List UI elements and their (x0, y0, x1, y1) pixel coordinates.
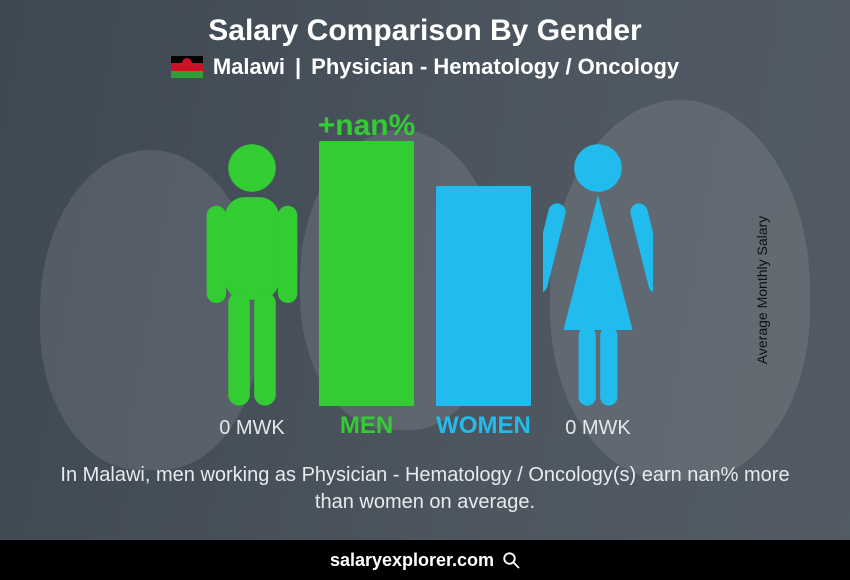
women-bar (436, 186, 531, 406)
page-title: Salary Comparison By Gender (0, 0, 850, 48)
subtitle: Malawi | Physician - Hematology / Oncolo… (0, 54, 850, 80)
gender-salary-chart: 0 MWK +nan% MEN WOMEN 0 MWK (90, 105, 760, 440)
woman-icon (543, 141, 653, 411)
delta-label: +nan% (318, 109, 416, 143)
footer-bar: salaryexplorer.com (0, 540, 850, 580)
flag-stripe-mid (171, 63, 203, 70)
men-salary-value: 0 MWK (219, 417, 285, 440)
women-bar-col: WOMEN (436, 186, 531, 440)
footer-text: salaryexplorer.com (330, 550, 494, 571)
men-category-label: MEN (340, 412, 393, 440)
men-bar-col: +nan% MEN (319, 141, 414, 440)
separator: | (295, 54, 301, 80)
flag-sun-icon (182, 58, 192, 63)
search-icon (502, 551, 520, 569)
chart-caption: In Malawi, men working as Physician - He… (60, 462, 790, 516)
women-category-label: WOMEN (436, 412, 531, 440)
flag-stripe-bottom (171, 71, 203, 78)
man-icon (197, 141, 307, 411)
malawi-flag-icon (171, 56, 203, 78)
men-value-col: 0 MWK (197, 141, 307, 440)
job-title-label: Physician - Hematology / Oncology (311, 54, 679, 80)
men-bar (319, 141, 414, 406)
country-label: Malawi (213, 54, 285, 80)
women-value-col: 0 MWK (543, 141, 653, 440)
y-axis-label: Average Monthly Salary (754, 216, 770, 364)
women-salary-value: 0 MWK (565, 417, 631, 440)
